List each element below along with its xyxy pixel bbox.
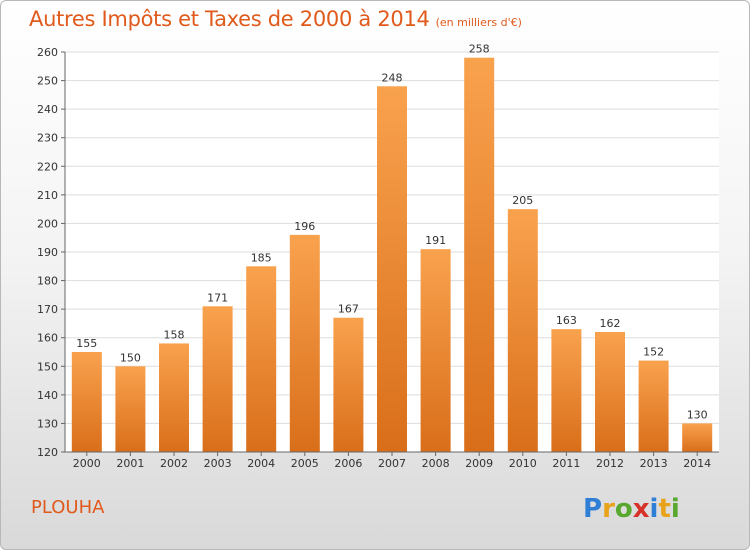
x-tick-label: 2004 (247, 457, 275, 470)
unit-note: (en milliers d'€) (435, 16, 522, 29)
y-tick-label: 170 (37, 303, 58, 316)
x-tick-label: 2011 (552, 457, 580, 470)
bar (638, 360, 669, 452)
bar (159, 343, 189, 452)
x-tick-label: 2009 (465, 457, 493, 470)
y-tick-label: 220 (37, 160, 58, 173)
x-tick-label: 2003 (204, 457, 232, 470)
bar (682, 423, 713, 452)
x-tick-label: 2006 (334, 457, 362, 470)
data-label: 162 (600, 317, 621, 330)
data-label: 196 (294, 220, 315, 233)
x-tick-label: 2008 (422, 457, 450, 470)
y-tick-label: 160 (37, 332, 58, 345)
chart-title-text: Autres Impôts et Taxes de 2000 à 2014 (29, 7, 430, 31)
chart-title: Autres Impôts et Taxes de 2000 à 2014 (en… (29, 7, 522, 31)
data-label: 248 (382, 71, 403, 84)
bar (246, 266, 277, 452)
x-tick-label: 2012 (596, 457, 624, 470)
y-tick-label: 250 (37, 75, 58, 88)
data-label: 150 (120, 351, 141, 364)
bar (377, 86, 407, 453)
y-tick-label: 210 (37, 189, 58, 202)
x-tick-label: 2010 (509, 457, 537, 470)
proxiti-logo: Proxiti (583, 494, 680, 524)
y-tick-label: 200 (37, 217, 58, 230)
bar-chart: 155 150 158 171 185 196 167 248 191 258 205 163 162 1… (37, 43, 719, 470)
y-tick-label: 190 (37, 246, 58, 259)
bar (420, 249, 451, 452)
svg-text:Proxiti: Proxiti (583, 494, 680, 524)
bar (202, 306, 233, 452)
bar (333, 317, 364, 452)
data-label: 258 (469, 43, 490, 56)
y-tick-label: 130 (37, 417, 58, 430)
bar (507, 209, 538, 452)
commune-name: PLOUHA (31, 497, 105, 518)
bar (464, 57, 495, 452)
bar (289, 234, 320, 452)
y-tick-label: 150 (37, 360, 58, 373)
x-tick-label: 2000 (73, 457, 101, 470)
bar (551, 329, 582, 452)
data-label: 130 (687, 408, 708, 421)
data-label: 185 (251, 251, 272, 264)
x-tick-label: 2014 (683, 457, 711, 470)
y-tick-label: 120 (37, 446, 58, 459)
x-tick-label: 2013 (640, 457, 668, 470)
y-tick-label: 230 (37, 132, 58, 145)
x-tick-label: 2002 (160, 457, 188, 470)
y-tick-label: 260 (37, 46, 58, 59)
data-label: 205 (512, 194, 533, 207)
x-tick-label: 2007 (378, 457, 406, 470)
data-label: 158 (164, 328, 185, 341)
bar (595, 332, 625, 452)
x-tick-label: 2005 (291, 457, 319, 470)
x-tick-label: 2001 (116, 457, 144, 470)
y-tick-label: 240 (37, 103, 58, 116)
data-label: 152 (643, 346, 664, 359)
bar (71, 352, 102, 452)
data-label: 163 (556, 314, 577, 327)
data-label: 167 (338, 303, 359, 316)
y-tick-label: 140 (37, 389, 58, 402)
data-label: 155 (76, 337, 97, 350)
bar (115, 366, 146, 452)
data-label: 171 (207, 291, 228, 304)
y-tick-label: 180 (37, 275, 58, 288)
data-label: 191 (425, 234, 446, 247)
